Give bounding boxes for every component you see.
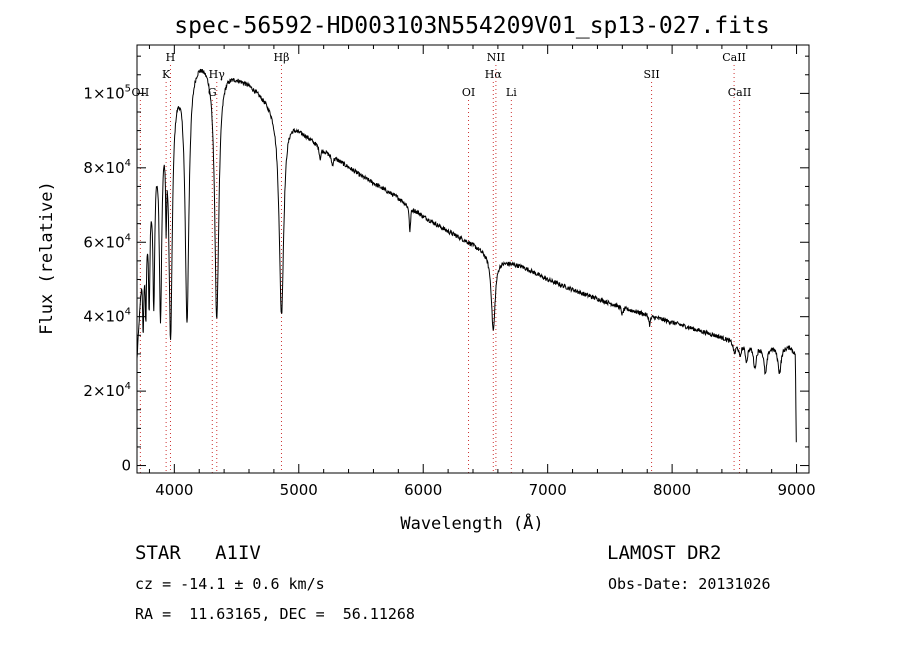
spectrum-series-line bbox=[136, 68, 797, 443]
x-tick-label: 4000 bbox=[155, 481, 193, 499]
x-tick-label: 5000 bbox=[280, 481, 318, 499]
spectral-line-markers: OII KH G Hγ Hβ OI Hα NII Li SII CaII CaII bbox=[132, 51, 752, 473]
x-tick-label: 7000 bbox=[529, 481, 567, 499]
object-subclass: A1IV bbox=[215, 542, 261, 564]
object-class: STAR bbox=[135, 542, 181, 564]
line-label: CaII bbox=[722, 51, 746, 64]
obs-date: Obs-Date: 20131026 bbox=[608, 575, 771, 593]
line-label: Li bbox=[506, 86, 517, 99]
line-label: Hβ bbox=[274, 51, 290, 64]
y-tick-label: 6×104 bbox=[83, 232, 131, 251]
x-tick-label: 9000 bbox=[777, 481, 815, 499]
line-label: K bbox=[162, 68, 171, 81]
plot-frame bbox=[136, 44, 810, 474]
chart-title: spec-56592-HD003103N554209V01_sp13-027.f… bbox=[174, 13, 769, 39]
y-tick-label: 4×104 bbox=[83, 307, 131, 326]
object-class-row: STAR A1IV bbox=[135, 542, 261, 564]
line-label: Hα bbox=[485, 68, 503, 81]
line-label: OII bbox=[132, 86, 150, 99]
line-label: G bbox=[208, 86, 217, 99]
coordinates: RA = 11.63165, DEC = 56.11268 bbox=[135, 605, 415, 623]
line-label: OI bbox=[462, 86, 475, 99]
redshift-cz: cz = -14.1 ± 0.6 km/s bbox=[135, 575, 325, 593]
y-tick-label: 2×104 bbox=[83, 381, 131, 400]
y-axis: 0 2×104 4×104 6×104 8×104 1×105 bbox=[83, 55, 809, 475]
x-axis: 4000 5000 6000 7000 8000 9000 bbox=[148, 45, 816, 499]
survey-name: LAMOST DR2 bbox=[607, 542, 722, 564]
y-axis-label: Flux (relative) bbox=[37, 181, 57, 335]
line-label: Hγ bbox=[209, 68, 226, 81]
line-label: SII bbox=[643, 68, 659, 81]
y-tick-label: 0 bbox=[121, 457, 131, 475]
y-tick-label: 8×104 bbox=[83, 158, 131, 177]
y-tick-label: 1×105 bbox=[83, 83, 131, 102]
x-tick-label: 6000 bbox=[404, 481, 442, 499]
line-label: H bbox=[166, 51, 176, 64]
line-label: CaII bbox=[728, 86, 752, 99]
line-label: NII bbox=[487, 51, 505, 64]
x-tick-label: 8000 bbox=[653, 481, 691, 499]
x-axis-label: Wavelength (Å) bbox=[400, 512, 543, 534]
